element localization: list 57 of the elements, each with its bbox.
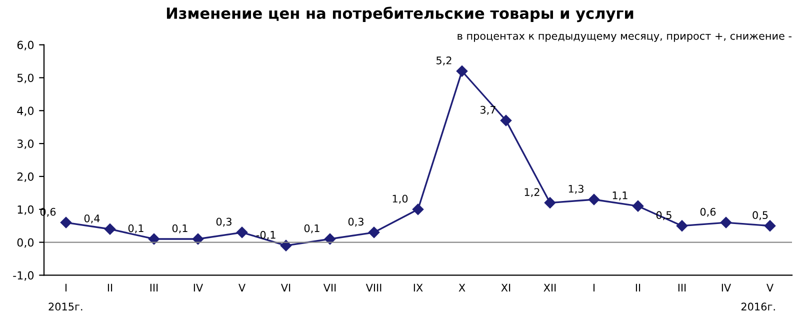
data-label: 0,3 — [348, 218, 364, 227]
chart-title: Изменение цен на потребительские товары и услуги — [166, 6, 634, 22]
data-label: 1,1 — [612, 192, 628, 200]
point — [764, 220, 776, 232]
data-label: 0,1 — [304, 224, 320, 234]
point — [104, 224, 116, 235]
point — [720, 216, 732, 228]
x-tick-label: IV — [722, 284, 732, 292]
point — [60, 216, 72, 228]
x-tick-label: II — [636, 284, 640, 292]
data-label: 0,5 — [752, 211, 768, 220]
y-tick-label: 3,0 — [17, 140, 34, 150]
y-tick-label: 2,0 — [17, 172, 34, 182]
x-tick-label: IV — [194, 284, 204, 292]
point — [676, 220, 688, 232]
data-label: -0,1 — [256, 230, 276, 240]
point — [588, 194, 600, 206]
point — [544, 197, 556, 208]
x-tick-label: III — [678, 284, 686, 292]
data-label: 0,6 — [700, 208, 716, 217]
x-tick-label: X — [458, 284, 466, 292]
x-tick-label: VI — [280, 284, 290, 292]
data-label: 1,2 — [524, 188, 540, 198]
data-label: 0,4 — [84, 214, 100, 224]
text: 2015г. — [48, 302, 82, 311]
x-tick-label: VIII — [366, 284, 382, 292]
x-tick-label: VII — [323, 284, 336, 292]
x-tick-label: I — [593, 284, 595, 292]
point — [236, 226, 248, 238]
x-tick-label: V — [238, 284, 246, 292]
y-tick-label: 6,0 — [17, 40, 34, 50]
data-label: 0,1 — [128, 224, 144, 234]
point — [412, 204, 424, 215]
x-tick-label: XI — [501, 284, 510, 292]
x-tick-label: III — [150, 284, 158, 292]
data-label: 0,1 — [172, 224, 188, 234]
y-tick-label: 1,0 — [18, 205, 34, 215]
x-tick-label: II — [108, 284, 112, 292]
x-tick-label: I — [65, 284, 67, 292]
chart-subtitle: в процентах к предыдущему месяцу, прирост +, снижение - — [458, 33, 792, 42]
data-label: 0,3 — [216, 218, 232, 227]
y-tick-label: 5,0 — [17, 74, 34, 84]
x-tick-label: V — [766, 284, 774, 292]
data-label: 1,0 — [392, 194, 408, 204]
point — [500, 114, 512, 126]
text: 2016г. — [741, 302, 775, 311]
point — [368, 226, 380, 238]
data-label: 1,3 — [568, 184, 584, 194]
data-label: 5,2 — [436, 56, 452, 66]
point — [456, 66, 468, 77]
point — [632, 200, 644, 212]
y-tick-label: 0,0 — [17, 238, 34, 248]
y-tick-label: 4,0 — [17, 106, 34, 116]
x-tick-label: IX — [414, 284, 423, 292]
y-tick-label: -1,0 — [13, 271, 34, 281]
data-label: 3,7 — [480, 106, 496, 115]
x-tick-label: XII — [544, 284, 556, 292]
